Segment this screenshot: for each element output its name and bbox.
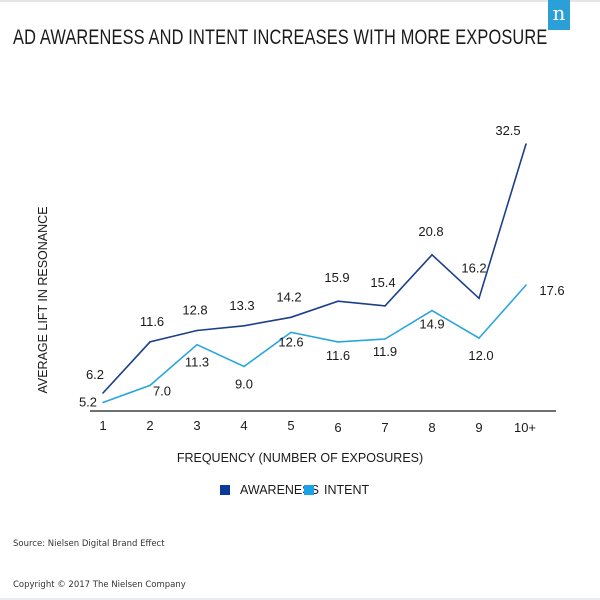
legend-label-awareness: AWARENESS xyxy=(240,483,319,497)
data-point-intent xyxy=(290,331,292,334)
x-tick-label: 9 xyxy=(475,420,482,435)
data-point-intent xyxy=(102,401,104,404)
x-tick-label: 6 xyxy=(334,420,341,435)
legend: AWARENESS INTENT xyxy=(220,483,370,497)
data-point-awareness xyxy=(149,341,151,343)
data-point-awareness xyxy=(102,392,104,394)
legend-swatch-intent xyxy=(304,485,314,495)
x-tick-label: 2 xyxy=(146,418,153,433)
data-point-intent xyxy=(384,338,386,340)
copyright-note: Copyright © 2017 The Nielsen Company xyxy=(13,580,186,590)
data-point-awareness xyxy=(431,254,433,256)
x-axis: 1 2 3 4 5 6 7 8 9 10+ xyxy=(90,410,556,435)
nielsen-logo: n xyxy=(548,0,570,30)
data-point-awareness xyxy=(243,325,245,327)
data-label-awareness: 20.8 xyxy=(418,224,443,239)
legend-swatch-awareness xyxy=(220,485,230,495)
data-label-awareness: 12.8 xyxy=(182,303,207,318)
data-point-awareness xyxy=(478,297,480,300)
chart-title: AD AWARENESS AND INTENT INCREASES WITH M… xyxy=(13,26,548,49)
top-border xyxy=(0,0,600,2)
data-point-awareness xyxy=(290,316,292,319)
data-label-intent: 11.6 xyxy=(326,348,350,363)
data-label-intent: 12.0 xyxy=(468,348,493,363)
data-label-awareness: 13.3 xyxy=(229,298,254,313)
data-label-intent: 12.6 xyxy=(278,334,303,349)
legend-label-intent: INTENT xyxy=(324,483,370,497)
data-label-awareness: 11.6 xyxy=(140,314,164,329)
data-label-awareness: 15.9 xyxy=(324,270,349,285)
data-label-intent: 14.9 xyxy=(419,317,444,332)
series-group: 6.2 11.6 12.8 13.3 14.2 15.9 15.4 20.8 16.2 32.5 5… xyxy=(79,123,565,409)
data-point-intent xyxy=(337,341,339,343)
data-point-intent xyxy=(431,309,433,312)
x-tick-label: 3 xyxy=(193,418,200,433)
data-label-awareness: 6.2 xyxy=(86,367,104,382)
x-tick-label: 7 xyxy=(381,420,388,435)
data-label-awareness: 14.2 xyxy=(276,289,301,304)
data-label-awareness: 15.4 xyxy=(370,275,395,290)
data-point-awareness xyxy=(525,143,527,145)
data-point-awareness xyxy=(337,300,339,303)
data-label-intent: 9.0 xyxy=(235,377,253,392)
data-point-intent xyxy=(196,343,198,346)
bottom-border xyxy=(0,598,600,600)
data-point-intent xyxy=(149,384,151,387)
data-point-intent xyxy=(243,365,245,368)
x-axis-title: FREQUENCY (NUMBER OF EXPOSURES) xyxy=(177,451,423,465)
x-tick-label: 1 xyxy=(99,418,106,433)
x-tick-label: 8 xyxy=(428,420,435,435)
data-label-intent: 11.9 xyxy=(373,344,397,359)
data-point-intent xyxy=(525,284,527,286)
data-label-intent: 17.6 xyxy=(539,283,564,298)
data-point-awareness xyxy=(196,329,198,332)
x-tick-label: 4 xyxy=(240,418,247,433)
data-point-awareness xyxy=(384,305,386,307)
source-note: Source: Nielsen Digital Brand Effect xyxy=(13,539,165,549)
x-tick-label: 10+ xyxy=(514,420,536,435)
data-point-intent xyxy=(478,337,480,339)
data-label-intent: 11.3 xyxy=(185,355,209,370)
series-line-awareness xyxy=(102,143,527,394)
series-line-intent xyxy=(102,284,527,404)
data-label-intent: 5.2 xyxy=(79,394,97,409)
data-label-awareness: 16.2 xyxy=(461,260,486,275)
y-axis-title: AVERAGE LIFT IN RESONANCE xyxy=(36,206,50,393)
data-label-intent: 7.0 xyxy=(153,383,171,398)
x-tick-label: 5 xyxy=(287,418,294,433)
data-label-awareness: 32.5 xyxy=(495,123,520,138)
